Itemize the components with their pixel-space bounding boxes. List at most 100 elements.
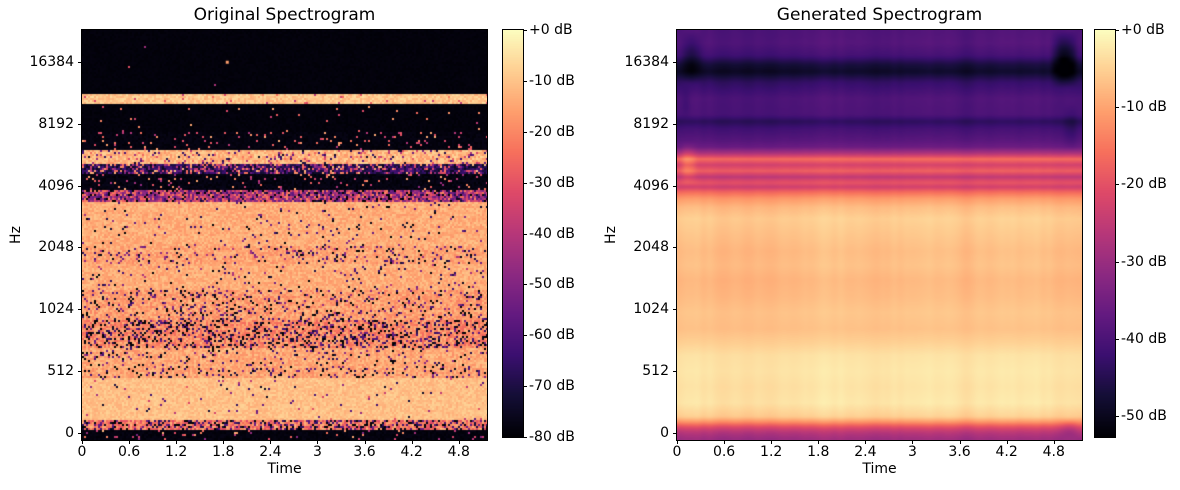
x-tick-label: 3: [907, 444, 917, 460]
x-tick-mark: [912, 440, 914, 444]
colorbar-tick-mark: [523, 284, 527, 286]
x-tick-mark: [270, 440, 272, 444]
colorbar-tick-mark: [523, 80, 527, 82]
x-tick-label: 0.6: [712, 444, 736, 460]
x-tick-mark: [724, 440, 726, 444]
colorbar-tick-mark: [1115, 416, 1119, 418]
x-tick-label: 4.8: [447, 444, 470, 460]
generated-spectrogram-heatmap: [677, 30, 1082, 440]
y-tick-mark: [673, 370, 677, 372]
plot-title-generated: Generated Spectrogram: [776, 5, 983, 25]
y-tick-mark: [673, 247, 677, 249]
y-tick-label: 4096: [38, 177, 74, 194]
colorbar-tick-label: -20 dB: [529, 123, 575, 140]
y-tick-label: 1024: [633, 301, 669, 318]
x-tick-mark: [771, 440, 773, 444]
colorbar-tick-label: -70 dB: [529, 378, 575, 395]
x-tick-label: 2.4: [259, 444, 282, 460]
x-tick-mark: [129, 440, 131, 444]
x-tick-mark: [959, 440, 961, 444]
x-tick-mark: [223, 440, 225, 444]
x-tick-label: 1.8: [212, 444, 235, 460]
x-tick-label: 0: [672, 444, 682, 460]
colorbar-tick-label: -60 dB: [529, 327, 575, 344]
colorbar-tick-mark: [523, 131, 527, 133]
colorbar-tick-label: -40 dB: [1121, 330, 1167, 347]
y-tick-label: 16384: [624, 53, 669, 70]
colorbar-tick-mark: [523, 386, 527, 388]
y-tick-label: 512: [47, 362, 74, 379]
x-tick-label: 0.6: [117, 444, 141, 460]
x-tick-mark: [82, 440, 83, 444]
colorbar-tick-label: -50 dB: [529, 276, 575, 293]
y-tick-mark: [673, 61, 677, 63]
colorbar-tick-label: -80 dB: [529, 429, 575, 445]
colorbar-tick-mark: [523, 335, 527, 337]
x-tick-label: 3.6: [948, 444, 971, 460]
colorbar-tick-label: -50 dB: [1121, 408, 1167, 425]
x-tick-label: 2.4: [854, 444, 877, 460]
x-tick-label: 1.2: [165, 444, 188, 460]
colorbar-tick-label: +0 dB: [529, 22, 573, 38]
y-tick-mark: [78, 185, 82, 187]
y-tick-mark: [78, 370, 82, 372]
x-axis-label-generated: Time: [862, 461, 897, 477]
y-tick-mark: [673, 309, 677, 311]
y-tick-label: 0: [65, 424, 74, 441]
x-tick-label: 4.2: [400, 444, 423, 460]
x-tick-label: 1.2: [760, 444, 783, 460]
colorbar-tick-mark: [1115, 30, 1119, 31]
y-tick-label: 8192: [38, 115, 74, 132]
x-tick-label: 4.2: [995, 444, 1018, 460]
x-tick-mark: [176, 440, 178, 444]
colorbar-tick-mark: [523, 233, 527, 235]
y-tick-mark: [673, 123, 677, 125]
x-tick-mark: [364, 440, 366, 444]
x-tick-mark: [411, 440, 413, 444]
colorbar-tick-label: -10 dB: [1121, 99, 1167, 116]
y-tick-mark: [78, 61, 82, 63]
colorbar-tick-mark: [1115, 261, 1119, 263]
y-tick-label: 1024: [38, 301, 74, 318]
colorbar-generated: [1095, 30, 1115, 437]
colorbar-tick-label: -30 dB: [529, 174, 575, 191]
x-tick-mark: [458, 440, 460, 444]
original-spectrogram-heatmap: [82, 30, 487, 440]
colorbar-tick-mark: [523, 437, 527, 438]
colorbar-tick-label: -30 dB: [1121, 253, 1167, 270]
y-tick-mark: [673, 185, 677, 187]
colorbar-tick-label: -10 dB: [529, 72, 575, 89]
colorbar-tick-label: +0 dB: [1121, 22, 1165, 38]
x-tick-label: 0: [77, 444, 87, 460]
x-tick-mark: [317, 440, 319, 444]
colorbar-tick-label: -20 dB: [1121, 176, 1167, 193]
x-axis-label-original: Time: [267, 461, 302, 477]
y-tick-label: 0: [660, 424, 669, 441]
x-tick-mark: [818, 440, 820, 444]
x-tick-label: 1.8: [807, 444, 830, 460]
x-tick-mark: [1053, 440, 1055, 444]
y-tick-mark: [673, 432, 677, 434]
x-tick-label: 3: [312, 444, 322, 460]
colorbar-tick-mark: [1115, 338, 1119, 340]
colorbar-tick-mark: [1115, 107, 1119, 109]
y-tick-mark: [78, 247, 82, 249]
plot-title-original: Original Spectrogram: [193, 5, 376, 25]
y-tick-label: 8192: [633, 115, 669, 132]
x-tick-label: 3.6: [353, 444, 376, 460]
y-tick-label: 16384: [29, 53, 74, 70]
colorbar-tick-mark: [523, 182, 527, 184]
x-tick-mark: [865, 440, 867, 444]
y-tick-label: 2048: [38, 239, 74, 256]
colorbar-original: [503, 30, 523, 437]
x-tick-mark: [1006, 440, 1008, 444]
colorbar-tick-mark: [1115, 184, 1119, 186]
y-tick-label: 2048: [633, 239, 669, 256]
y-tick-label: 512: [642, 362, 669, 379]
x-tick-mark: [677, 440, 678, 444]
y-tick-mark: [78, 123, 82, 125]
colorbar-tick-mark: [523, 30, 527, 31]
colorbar-tick-label: -40 dB: [529, 225, 575, 242]
y-tick-label: 4096: [633, 177, 669, 194]
